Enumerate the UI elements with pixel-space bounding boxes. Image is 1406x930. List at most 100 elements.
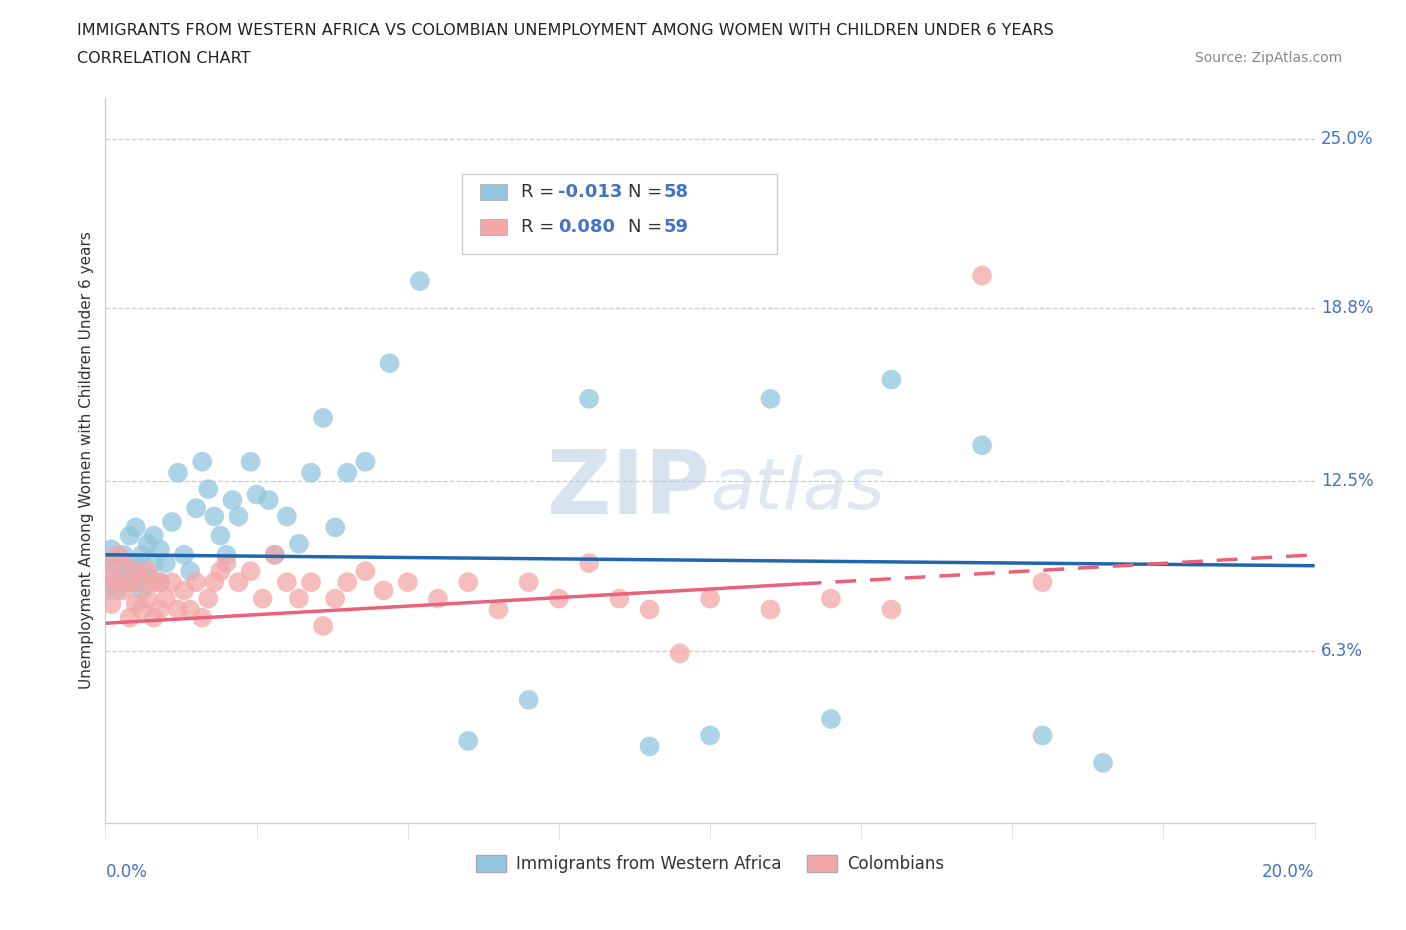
Point <box>118 610 141 625</box>
Text: 0.0%: 0.0% <box>105 863 148 881</box>
Point <box>167 602 190 617</box>
Point <box>378 356 401 371</box>
Text: CORRELATION CHART: CORRELATION CHART <box>77 51 250 66</box>
Point <box>336 465 359 480</box>
Point <box>427 591 450 606</box>
FancyBboxPatch shape <box>463 174 776 254</box>
Point <box>1032 575 1054 590</box>
Point <box>759 602 782 617</box>
Point <box>299 575 322 590</box>
Point <box>191 454 214 469</box>
Point <box>149 575 172 590</box>
Point <box>186 501 208 516</box>
Point <box>142 528 165 543</box>
Point <box>94 555 117 570</box>
Point <box>179 602 201 617</box>
Text: 6.3%: 6.3% <box>1320 642 1362 659</box>
Point <box>202 509 225 524</box>
Point <box>276 575 298 590</box>
Point <box>142 575 165 590</box>
Point <box>288 591 311 606</box>
Point <box>160 514 183 529</box>
Point <box>699 728 721 743</box>
Point <box>155 591 177 606</box>
Point <box>276 509 298 524</box>
Point <box>100 542 122 557</box>
Point <box>173 548 195 563</box>
Point <box>173 583 195 598</box>
Point <box>112 548 135 563</box>
Point <box>100 569 122 584</box>
Point <box>197 482 219 497</box>
Point <box>457 575 479 590</box>
Point <box>142 610 165 625</box>
Point <box>239 564 262 578</box>
Point <box>312 618 335 633</box>
Point <box>228 509 250 524</box>
Point <box>548 591 571 606</box>
Point <box>209 564 232 578</box>
Point <box>131 548 153 563</box>
Point <box>124 575 148 590</box>
Point <box>149 602 172 617</box>
Point <box>136 537 159 551</box>
Text: 58: 58 <box>664 183 689 201</box>
Text: 12.5%: 12.5% <box>1320 472 1374 490</box>
Point <box>638 739 661 754</box>
Point <box>578 392 600 406</box>
Point <box>124 520 148 535</box>
Text: 0.080: 0.080 <box>558 218 614 236</box>
Point <box>118 575 141 590</box>
Point <box>880 372 903 387</box>
Point <box>112 583 135 598</box>
Point <box>215 555 238 570</box>
Point <box>609 591 631 606</box>
Point <box>197 591 219 606</box>
Text: N =: N = <box>628 183 668 201</box>
Point <box>228 575 250 590</box>
Point <box>1032 728 1054 743</box>
Point <box>517 575 540 590</box>
Point <box>638 602 661 617</box>
Point <box>699 591 721 606</box>
Point <box>112 575 135 590</box>
Point <box>112 555 135 570</box>
Point <box>409 273 432 288</box>
Point <box>759 392 782 406</box>
Text: 18.8%: 18.8% <box>1320 299 1374 317</box>
Y-axis label: Unemployment Among Women with Children Under 6 years: Unemployment Among Women with Children U… <box>79 232 94 689</box>
Point <box>131 602 153 617</box>
Point <box>263 548 285 563</box>
Point <box>107 555 129 570</box>
Point <box>202 575 225 590</box>
Point <box>323 520 346 535</box>
Point <box>215 548 238 563</box>
Point <box>312 410 335 425</box>
Text: atlas: atlas <box>710 455 884 524</box>
Point <box>131 583 153 598</box>
Point <box>239 454 262 469</box>
Point <box>124 555 148 570</box>
Point <box>354 454 377 469</box>
Point <box>820 711 842 726</box>
Point <box>118 564 141 578</box>
Point <box>160 575 183 590</box>
Point <box>246 487 269 502</box>
Point <box>167 465 190 480</box>
Point <box>221 493 243 508</box>
Text: N =: N = <box>628 218 668 236</box>
Point <box>142 555 165 570</box>
Point <box>186 575 208 590</box>
Point <box>100 569 122 584</box>
FancyBboxPatch shape <box>481 184 508 200</box>
Point <box>107 548 129 563</box>
Point <box>94 555 117 570</box>
Point <box>136 591 159 606</box>
Point <box>179 564 201 578</box>
Point <box>669 646 692 661</box>
Text: 20.0%: 20.0% <box>1263 863 1315 881</box>
Point <box>323 591 346 606</box>
Point <box>94 583 117 598</box>
Point <box>149 542 172 557</box>
Point <box>970 438 993 453</box>
